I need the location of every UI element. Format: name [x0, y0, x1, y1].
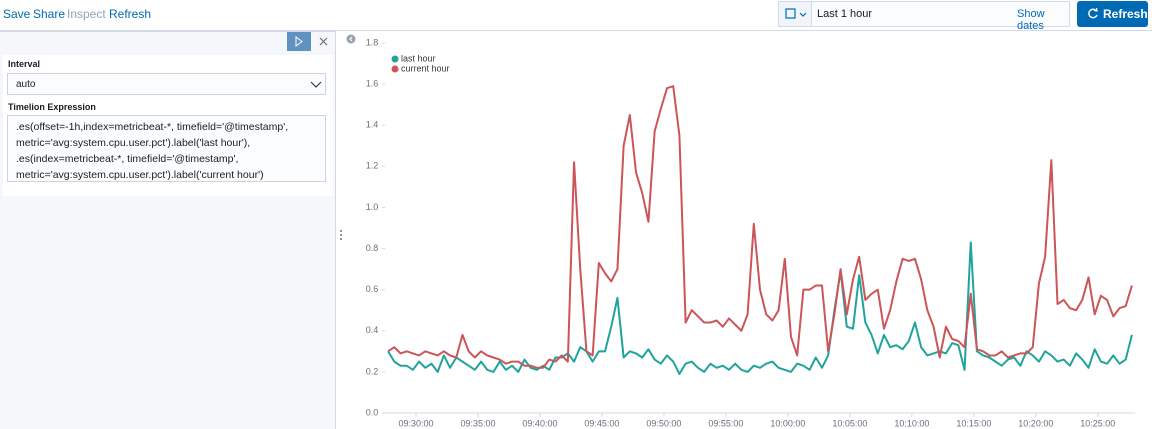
save-link[interactable]: Save	[3, 7, 31, 21]
expression-label: Timelion Expression	[8, 102, 96, 112]
y-tick-label: 0.4	[366, 325, 379, 335]
series-line	[387, 85, 1133, 369]
expression-textarea[interactable]: .es(offset=-1h,index=metricbeat-*, timef…	[7, 115, 326, 182]
refresh-link[interactable]: Refresh	[109, 7, 152, 21]
y-tick-label: 1.4	[366, 120, 379, 130]
legend-swatch	[391, 55, 399, 63]
refresh-label: Refresh	[1103, 7, 1148, 21]
calendar-icon	[785, 8, 807, 19]
interval-select[interactable]: auto	[7, 73, 326, 95]
interval-value: auto	[16, 79, 36, 90]
date-range[interactable]: Last 1 hour	[817, 8, 873, 20]
legend-swatch	[391, 65, 399, 73]
x-tick-label: 09:35:00	[460, 418, 495, 428]
chart: 0.0 0.2 0.4 0.6 0.8 1.0 1.2 1.4 1.6 1.8 09:30:00 09…	[366, 37, 1135, 428]
y-tick-label: 1.2	[366, 161, 379, 171]
x-tick-label: 09:40:00	[522, 418, 557, 428]
y-tick-label: 0.6	[366, 284, 379, 294]
resize-handle[interactable]	[339, 229, 343, 241]
expression-line: .es(index=metricbeat-*, timefield='@time…	[16, 153, 239, 165]
run-button[interactable]	[287, 32, 311, 51]
y-tick-label: 1.0	[366, 202, 379, 212]
top-bar	[0, 0, 1152, 31]
x-tick-label: 10:10:00	[894, 418, 929, 428]
x-tick-label: 10:15:00	[956, 418, 991, 428]
y-tick-label: 0.2	[366, 366, 379, 376]
x-tick-label: 09:45:00	[584, 418, 619, 428]
inspect-link[interactable]: Inspect	[67, 7, 106, 21]
y-tick-label: 0.0	[366, 407, 379, 417]
refresh-icon	[1088, 8, 1098, 19]
close-icon[interactable]	[318, 36, 330, 48]
calendar-button[interactable]	[779, 2, 812, 26]
x-tick-label: 09:50:00	[646, 418, 681, 428]
x-tick-label: 10:00:00	[770, 418, 805, 428]
y-tick-label: 0.8	[366, 243, 379, 253]
y-tick-label: 1.6	[366, 78, 379, 88]
legend-label: current hour	[401, 63, 450, 73]
share-link[interactable]: Share	[33, 7, 66, 21]
collapse-icon[interactable]	[346, 34, 356, 44]
refresh-button[interactable]: Refresh	[1077, 1, 1148, 27]
x-tick-label: 10:25:00	[1080, 418, 1115, 428]
y-tick-label: 1.8	[366, 37, 379, 47]
expression-line: metric='avg:system.cpu.user.pct').label(…	[16, 137, 251, 149]
x-tick-label: 09:55:00	[708, 418, 743, 428]
show-dates[interactable]: Show dates	[1017, 8, 1045, 32]
expression-line: metric='avg:system.cpu.user.pct').label(…	[16, 169, 264, 181]
play-icon	[295, 36, 303, 47]
legend-label: last hour	[401, 53, 436, 63]
expression-line: .es(offset=-1h,index=metricbeat-*, timef…	[16, 121, 289, 133]
x-tick-label: 10:05:00	[832, 418, 867, 428]
interval-label: Interval	[8, 59, 41, 69]
date-picker[interactable]: Last 1 hour Show dates	[778, 1, 1070, 32]
series-line	[387, 241, 1133, 375]
x-tick-label: 09:30:00	[398, 418, 433, 428]
chevron	[310, 81, 322, 88]
x-tick-label: 10:20:00	[1018, 418, 1053, 428]
